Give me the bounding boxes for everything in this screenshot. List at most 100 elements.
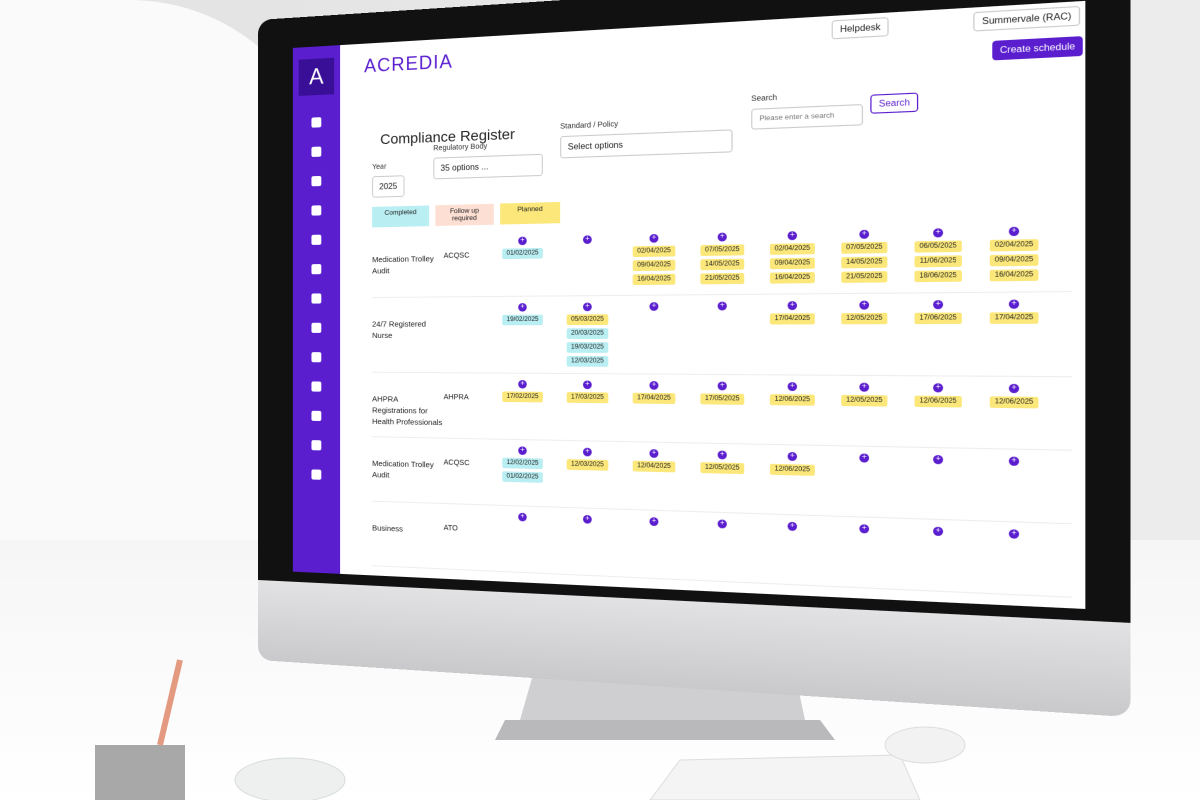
date-chip[interactable]: 17/03/2025 xyxy=(566,392,609,404)
date-chip[interactable]: 17/04/2025 xyxy=(989,312,1039,324)
add-button[interactable]: + xyxy=(1008,226,1020,237)
nav-icon[interactable] xyxy=(311,322,322,333)
date-chip[interactable]: 14/05/2025 xyxy=(841,256,888,269)
add-button[interactable]: + xyxy=(859,229,870,239)
date-chip[interactable]: 07/05/2025 xyxy=(700,244,745,257)
date-chip[interactable]: 14/05/2025 xyxy=(700,258,745,271)
nav-icon[interactable] xyxy=(311,175,322,187)
date-chip[interactable]: 17/04/2025 xyxy=(632,392,676,405)
add-button[interactable]: + xyxy=(717,450,727,460)
add-button[interactable]: + xyxy=(583,380,592,390)
search-button[interactable]: Search xyxy=(870,92,919,114)
add-button[interactable]: + xyxy=(583,235,592,245)
add-button[interactable]: + xyxy=(649,302,659,311)
add-button[interactable]: + xyxy=(1008,456,1020,466)
date-chip[interactable]: 12/05/2025 xyxy=(841,394,888,407)
add-button[interactable]: + xyxy=(717,301,727,311)
add-button[interactable]: + xyxy=(933,454,944,465)
add-button[interactable]: + xyxy=(649,449,659,458)
date-chip[interactable]: 01/02/2025 xyxy=(502,247,543,260)
date-chip[interactable]: 20/03/2025 xyxy=(566,328,609,339)
add-button[interactable]: + xyxy=(717,381,727,391)
date-chip[interactable]: 02/04/2025 xyxy=(769,243,815,255)
date-chip[interactable]: 17/04/2025 xyxy=(769,313,815,325)
date-chip[interactable]: 16/04/2025 xyxy=(989,269,1039,282)
add-button[interactable]: + xyxy=(583,302,592,312)
date-chip[interactable]: 12/05/2025 xyxy=(700,462,745,475)
date-chip[interactable]: 12/03/2025 xyxy=(566,355,609,367)
date-chip[interactable]: 12/06/2025 xyxy=(989,396,1039,409)
nav-icon[interactable] xyxy=(311,381,322,392)
add-button[interactable]: + xyxy=(859,382,870,392)
date-chip[interactable]: 02/04/2025 xyxy=(989,239,1039,252)
date-chip[interactable]: 05/03/2025 xyxy=(566,314,609,326)
nav-icon[interactable] xyxy=(311,234,322,245)
add-button[interactable]: + xyxy=(859,300,870,310)
regulatory-select[interactable]: 35 options ... xyxy=(433,153,543,180)
nav-icon[interactable] xyxy=(311,264,322,275)
add-button[interactable]: + xyxy=(518,446,527,456)
date-chip[interactable]: 09/04/2025 xyxy=(989,254,1039,267)
helpdesk-button[interactable]: Helpdesk xyxy=(831,17,890,40)
date-chip[interactable]: 17/06/2025 xyxy=(914,312,962,325)
add-button[interactable]: + xyxy=(787,382,798,392)
nav-icon[interactable] xyxy=(311,410,322,422)
add-button[interactable]: + xyxy=(583,447,592,457)
create-schedule-button[interactable]: Create schedule xyxy=(992,36,1084,61)
year-select[interactable]: 2025 xyxy=(372,175,405,198)
add-button[interactable]: + xyxy=(649,233,659,243)
date-chip[interactable]: 12/06/2025 xyxy=(914,395,962,408)
add-button[interactable]: + xyxy=(717,519,727,529)
nav-icon[interactable] xyxy=(311,293,322,304)
date-chip[interactable]: 12/03/2025 xyxy=(566,459,609,471)
add-button[interactable]: + xyxy=(933,228,944,238)
add-button[interactable]: + xyxy=(787,231,798,241)
date-chip[interactable]: 16/04/2025 xyxy=(632,273,676,286)
add-button[interactable]: + xyxy=(787,451,798,462)
date-chip[interactable]: 12/06/2025 xyxy=(769,394,815,406)
add-button[interactable]: + xyxy=(1008,383,1020,394)
add-button[interactable]: + xyxy=(649,381,659,390)
add-button[interactable]: + xyxy=(933,383,944,393)
date-chip[interactable]: 06/05/2025 xyxy=(914,240,962,253)
date-chip[interactable]: 09/04/2025 xyxy=(632,259,676,272)
nav-icon[interactable] xyxy=(311,117,322,128)
add-button[interactable]: + xyxy=(518,380,527,389)
add-button[interactable]: + xyxy=(649,517,659,527)
date-chip[interactable]: 09/04/2025 xyxy=(769,257,815,270)
date-chip[interactable]: 01/02/2025 xyxy=(502,471,543,483)
add-button[interactable]: + xyxy=(1008,299,1020,309)
location-select[interactable]: Summervale (RAC) xyxy=(973,5,1081,32)
date-chip[interactable]: 17/02/2025 xyxy=(502,391,543,403)
add-button[interactable]: + xyxy=(583,514,592,524)
add-button[interactable]: + xyxy=(717,232,727,242)
add-button[interactable]: + xyxy=(518,236,527,246)
add-button[interactable]: + xyxy=(859,453,870,463)
search-input[interactable]: Please enter a search xyxy=(751,103,864,130)
add-button[interactable]: + xyxy=(518,512,527,522)
date-chip[interactable]: 02/04/2025 xyxy=(632,245,676,258)
nav-icon[interactable] xyxy=(311,205,322,216)
add-button[interactable]: + xyxy=(1008,529,1020,539)
date-chip[interactable]: 12/05/2025 xyxy=(841,312,888,325)
standard-select[interactable]: Select options xyxy=(560,129,733,159)
nav-icon[interactable] xyxy=(311,469,322,480)
date-chip[interactable]: 11/06/2025 xyxy=(914,255,962,268)
add-button[interactable]: + xyxy=(933,300,944,310)
date-chip[interactable]: 16/04/2025 xyxy=(769,272,815,284)
add-button[interactable]: + xyxy=(787,521,798,531)
date-chip[interactable]: 12/06/2025 xyxy=(769,463,815,476)
add-button[interactable]: + xyxy=(518,303,527,312)
add-button[interactable]: + xyxy=(859,524,870,534)
date-chip[interactable]: 18/06/2025 xyxy=(914,270,962,283)
add-button[interactable]: + xyxy=(787,301,798,311)
date-chip[interactable]: 17/05/2025 xyxy=(700,393,745,405)
date-chip[interactable]: 19/02/2025 xyxy=(502,314,543,326)
date-chip[interactable]: 19/03/2025 xyxy=(566,342,609,353)
date-chip[interactable]: 21/05/2025 xyxy=(700,272,745,285)
nav-icon[interactable] xyxy=(311,440,322,451)
date-chip[interactable]: 07/05/2025 xyxy=(841,241,888,254)
date-chip[interactable]: 12/02/2025 xyxy=(502,457,543,470)
add-button[interactable]: + xyxy=(933,526,944,537)
nav-icon[interactable] xyxy=(311,146,322,158)
